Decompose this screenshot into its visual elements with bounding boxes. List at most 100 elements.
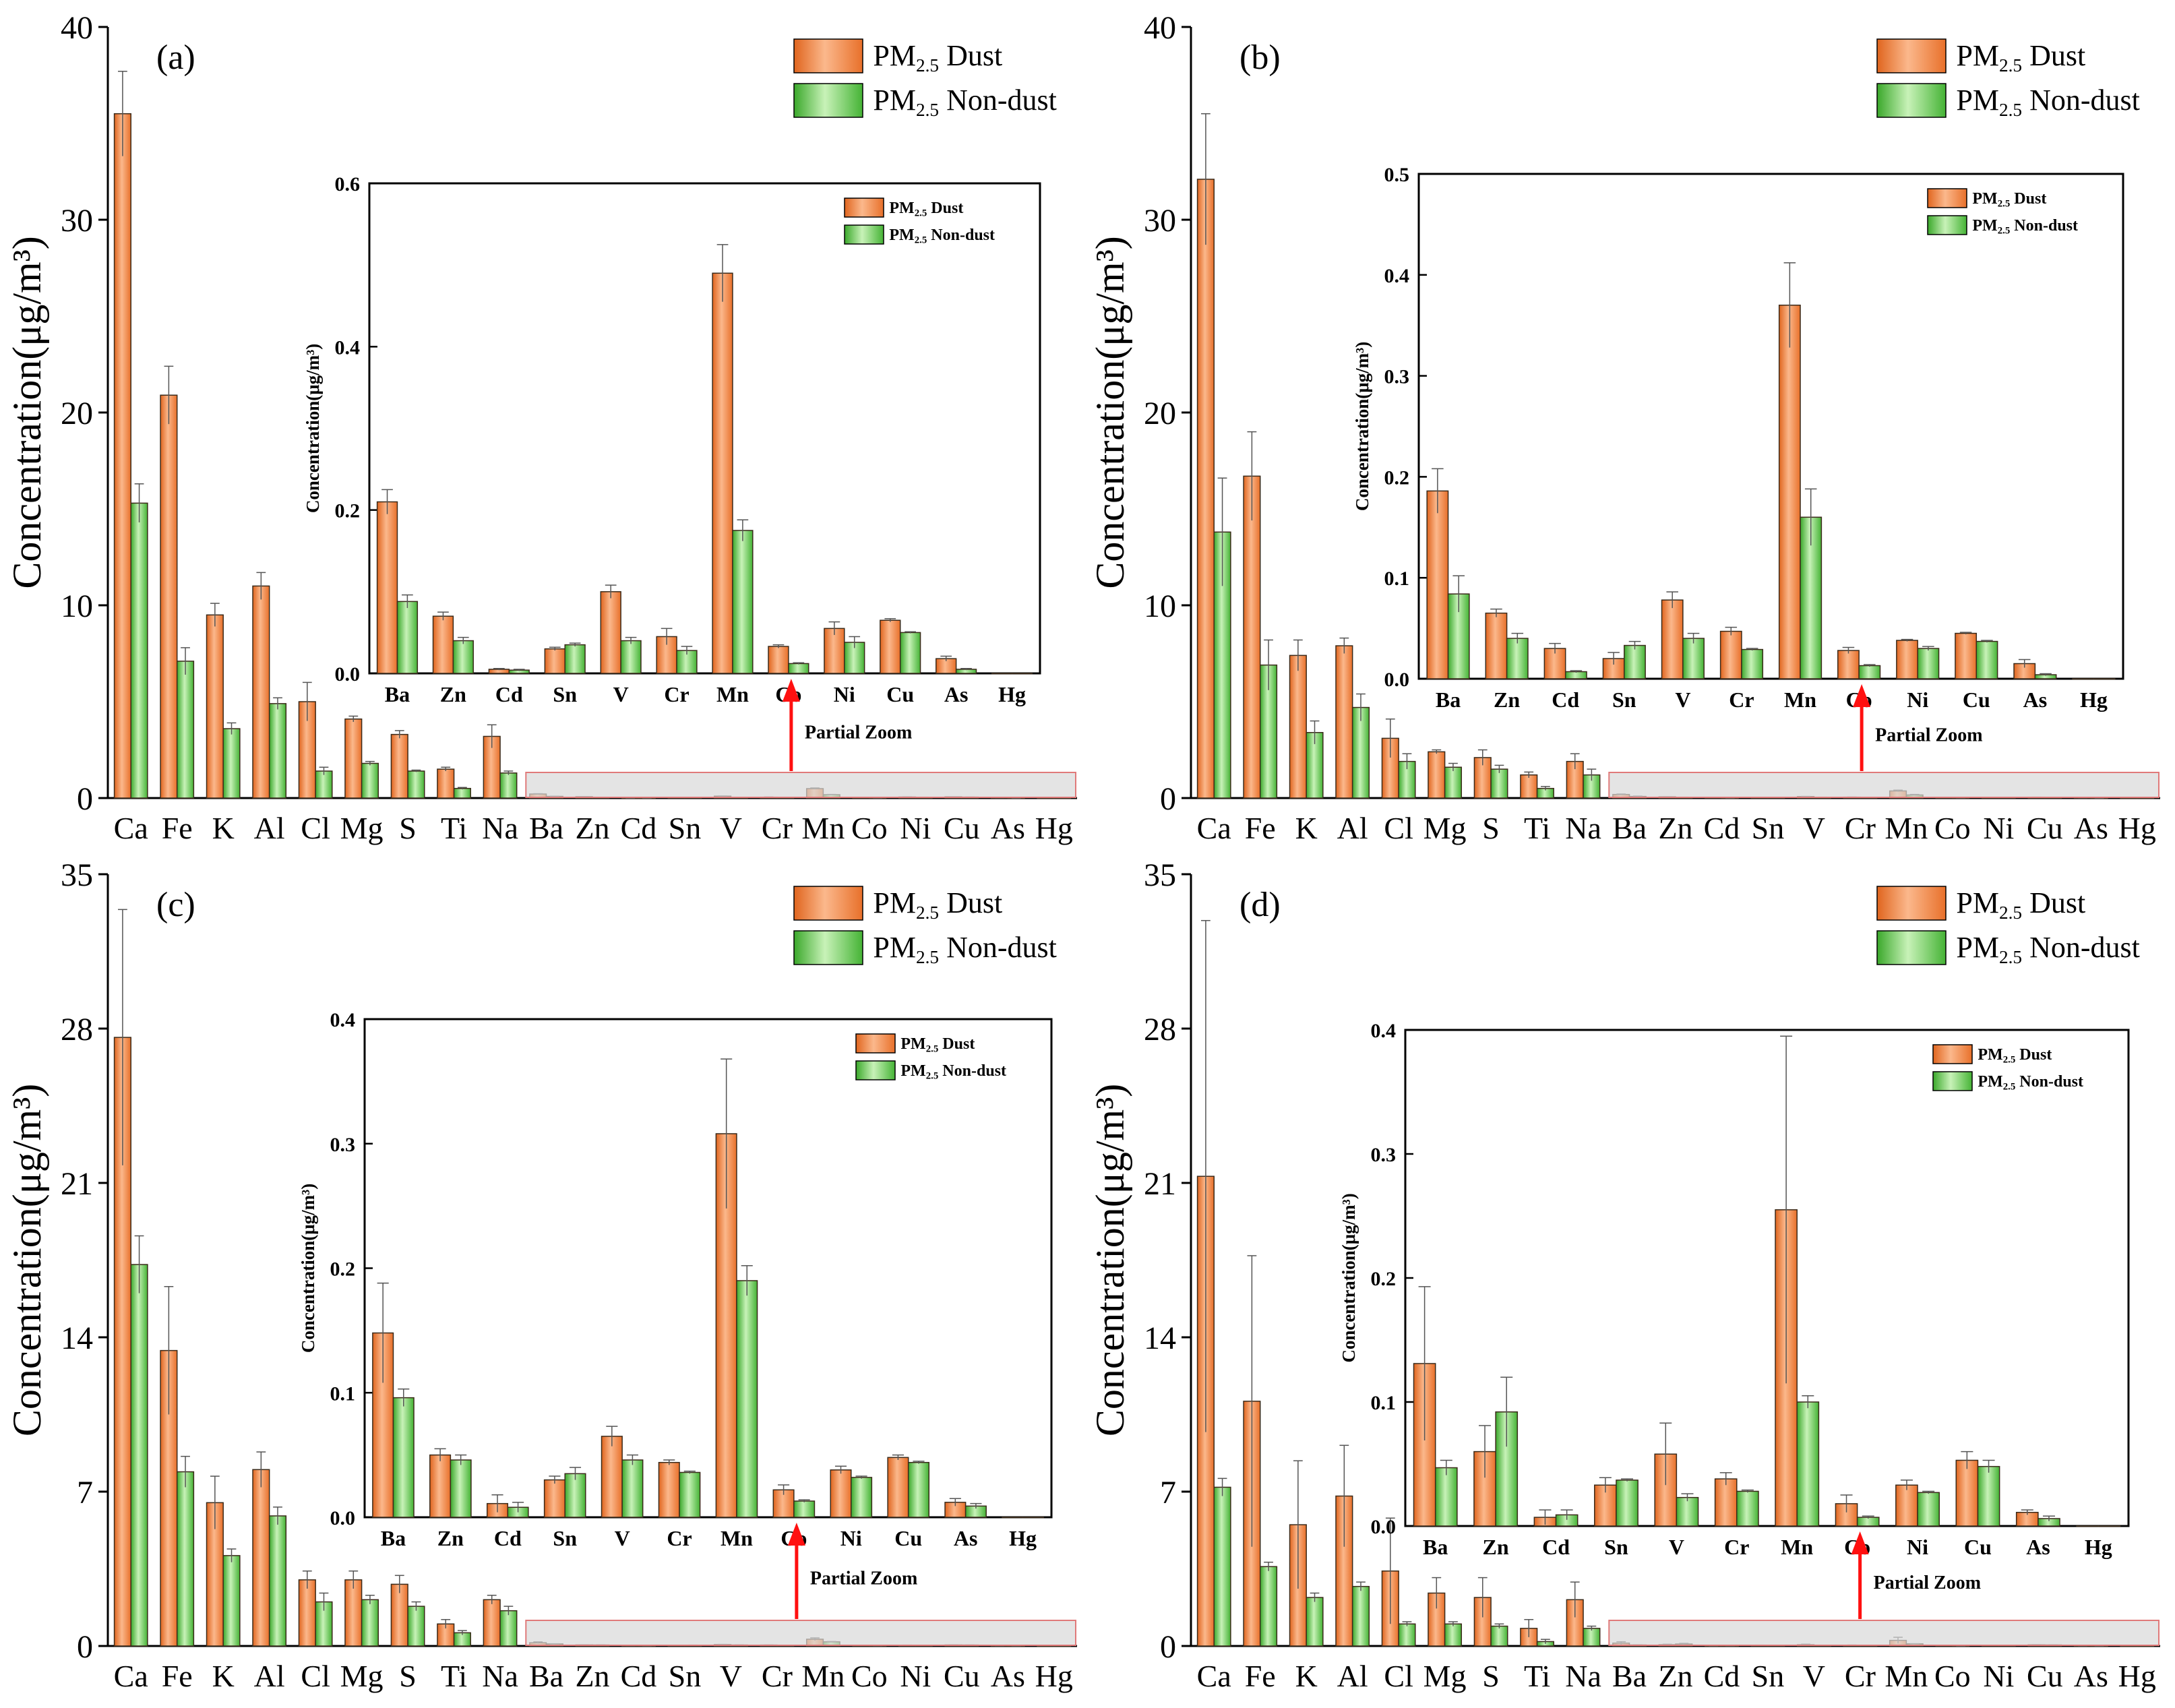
inset-bar-nondust-Ba <box>392 1397 415 1518</box>
inset-x-tick-label: Hg <box>2085 1535 2112 1559</box>
legend-nondust-label: PM2.5 Non-dust <box>1956 84 2139 120</box>
inset-bar-nondust-Mn <box>732 530 754 674</box>
inset-y-tick-label: 0.0 <box>1371 1516 1397 1538</box>
x-tick-label: Mg <box>340 1659 384 1693</box>
inset-bar-nondust-Co <box>788 663 809 674</box>
inset-bar-dust-Zn <box>432 615 454 674</box>
inset-y-tick-label: 0.5 <box>1384 164 1410 186</box>
bar-nondust-Ca <box>1213 1486 1231 1647</box>
inset-legend-nondust-label: PM2.5 Non-dust <box>889 226 995 246</box>
x-tick-label: Sn <box>1752 1659 1785 1693</box>
inset-bar-nondust-Cu <box>907 1461 930 1518</box>
inset-bar-dust-Mn <box>712 272 733 674</box>
inset-legend-dust-label: PM2.5 Dust <box>1972 190 2046 210</box>
inset-bar-dust-Ni <box>1895 1484 1918 1527</box>
bar-dust-Hg <box>2120 797 2138 799</box>
x-tick-label: Zn <box>1658 811 1692 845</box>
y-tick-label: 0 <box>77 1629 93 1665</box>
partial-zoom-label: Partial Zoom <box>810 1568 917 1589</box>
y-axis-label: Concentration(μg/m³) <box>1088 1084 1132 1436</box>
inset-bar-nondust-Cd <box>1564 671 1587 679</box>
inset-x-tick-label: As <box>2023 688 2048 712</box>
bar-dust-Ca <box>113 113 131 799</box>
inset-legend-nondust-swatch <box>1932 1071 1973 1091</box>
inset-bar-nondust-Sn <box>1624 644 1646 679</box>
inset-bar-dust-Hg <box>2076 1525 2100 1527</box>
inset-frame <box>1404 1029 2130 1527</box>
x-tick-label: Ni <box>900 811 931 845</box>
bar-nondust-Al <box>1351 706 1370 799</box>
inset-x-tick-label: Ni <box>1907 688 1928 712</box>
inset-x-tick-label: Cr <box>1729 688 1754 712</box>
legend-nondust-label: PM2.5 Non-dust <box>873 84 1056 120</box>
zoom-region <box>525 772 1076 798</box>
inset-x-tick-label: V <box>613 682 629 706</box>
legend-dust-label: PM2.5 Dust <box>1956 886 2085 923</box>
bar-dust-Mg <box>1428 751 1446 799</box>
inset-x-tick-label: Cd <box>495 682 523 706</box>
inset-y-tick-label: 0.1 <box>1371 1392 1397 1414</box>
inset-bar-nondust-Mn <box>736 1280 758 1518</box>
inset-bar-nondust-Ni <box>1917 1492 1940 1527</box>
inset-y-tick-label: 0.4 <box>330 1009 356 1031</box>
bar-dust-Ti <box>1520 774 1538 799</box>
x-tick-label: Cr <box>762 1659 793 1693</box>
bar-nondust-Ti <box>453 787 471 799</box>
bar-nondust-Hg <box>2137 1645 2155 1647</box>
inset-legend-dust-swatch <box>844 197 884 218</box>
inset-bar-dust-Cr <box>1714 1478 1738 1527</box>
x-tick-label: V <box>720 811 742 845</box>
y-axis-label: Concentration(μg/m³) <box>1088 236 1132 588</box>
inset-x-tick-label: Ba <box>1436 688 1461 712</box>
bar-nondust-Fe <box>176 1471 195 1647</box>
bar-nondust-S <box>407 770 425 799</box>
x-tick-label: K <box>1295 811 1318 845</box>
partial-zoom-label: Partial Zoom <box>1875 725 1982 746</box>
x-tick-label: Hg <box>1035 1659 1073 1693</box>
x-tick-label: S <box>1482 811 1500 845</box>
x-tick-label: Al <box>254 1659 285 1693</box>
inset-legend-nondust-label: PM2.5 Non-dust <box>1972 217 2078 237</box>
inset-bar-dust-Zn <box>1485 612 1508 679</box>
inset-bar-nondust-Zn <box>450 1459 472 1518</box>
inset-x-tick-label: Zn <box>440 682 466 706</box>
inset-bar-nondust-Cu <box>899 632 921 674</box>
partial-zoom-label: Partial Zoom <box>805 723 912 743</box>
inset-y-axis-label: Concentration(μg/m³) <box>1339 1193 1359 1362</box>
inset-x-tick-label: As <box>954 1526 978 1550</box>
y-tick-label: 40 <box>1144 10 1176 46</box>
inset-x-tick-label: Ba <box>385 682 410 706</box>
bar-nondust-Al <box>1351 1585 1370 1647</box>
bar-dust-Al <box>252 585 270 799</box>
legend-dust-label: PM2.5 Dust <box>873 39 1002 75</box>
inset-x-tick-label: Cr <box>664 682 689 706</box>
zoom-arrow-head <box>1853 684 1871 707</box>
x-tick-label: Al <box>1337 811 1368 845</box>
x-tick-label: K <box>1295 1659 1318 1693</box>
inset-legend-nondust-swatch <box>1927 215 1967 235</box>
x-tick-label: Ca <box>114 1659 148 1693</box>
inset-legend-nondust-swatch <box>855 1060 896 1080</box>
inset-bar-dust-V <box>1661 599 1684 679</box>
x-tick-label: Hg <box>1035 811 1073 845</box>
inset-y-axis-label: Concentration(μg/m³) <box>1352 342 1372 511</box>
y-tick-label: 21 <box>1144 1166 1176 1202</box>
x-tick-label: Ni <box>1983 1659 2014 1693</box>
x-tick-label: S <box>399 1659 417 1693</box>
bar-dust-Al <box>252 1469 270 1647</box>
bar-nondust-K <box>222 728 241 799</box>
y-tick-label: 30 <box>61 203 93 239</box>
inset-y-axis-label: Concentration(μg/m³) <box>298 1184 318 1353</box>
legend-dust-swatch <box>1876 886 1947 921</box>
legend-nondust-swatch <box>1876 83 1947 118</box>
bar-nondust-Hg <box>1053 1645 1072 1647</box>
inset-x-tick-label: Cd <box>494 1526 522 1550</box>
x-tick-label: Ca <box>114 811 148 845</box>
inset-bar-nondust-Ba <box>1434 1467 1458 1527</box>
x-tick-label: Cr <box>1845 811 1876 845</box>
inset-legend-nondust-label: PM2.5 Non-dust <box>900 1062 1006 1082</box>
inset-bar-nondust-Ni <box>851 1477 873 1518</box>
bar-nondust-Na <box>499 772 518 799</box>
inset-x-tick-label: Ba <box>1423 1535 1448 1559</box>
